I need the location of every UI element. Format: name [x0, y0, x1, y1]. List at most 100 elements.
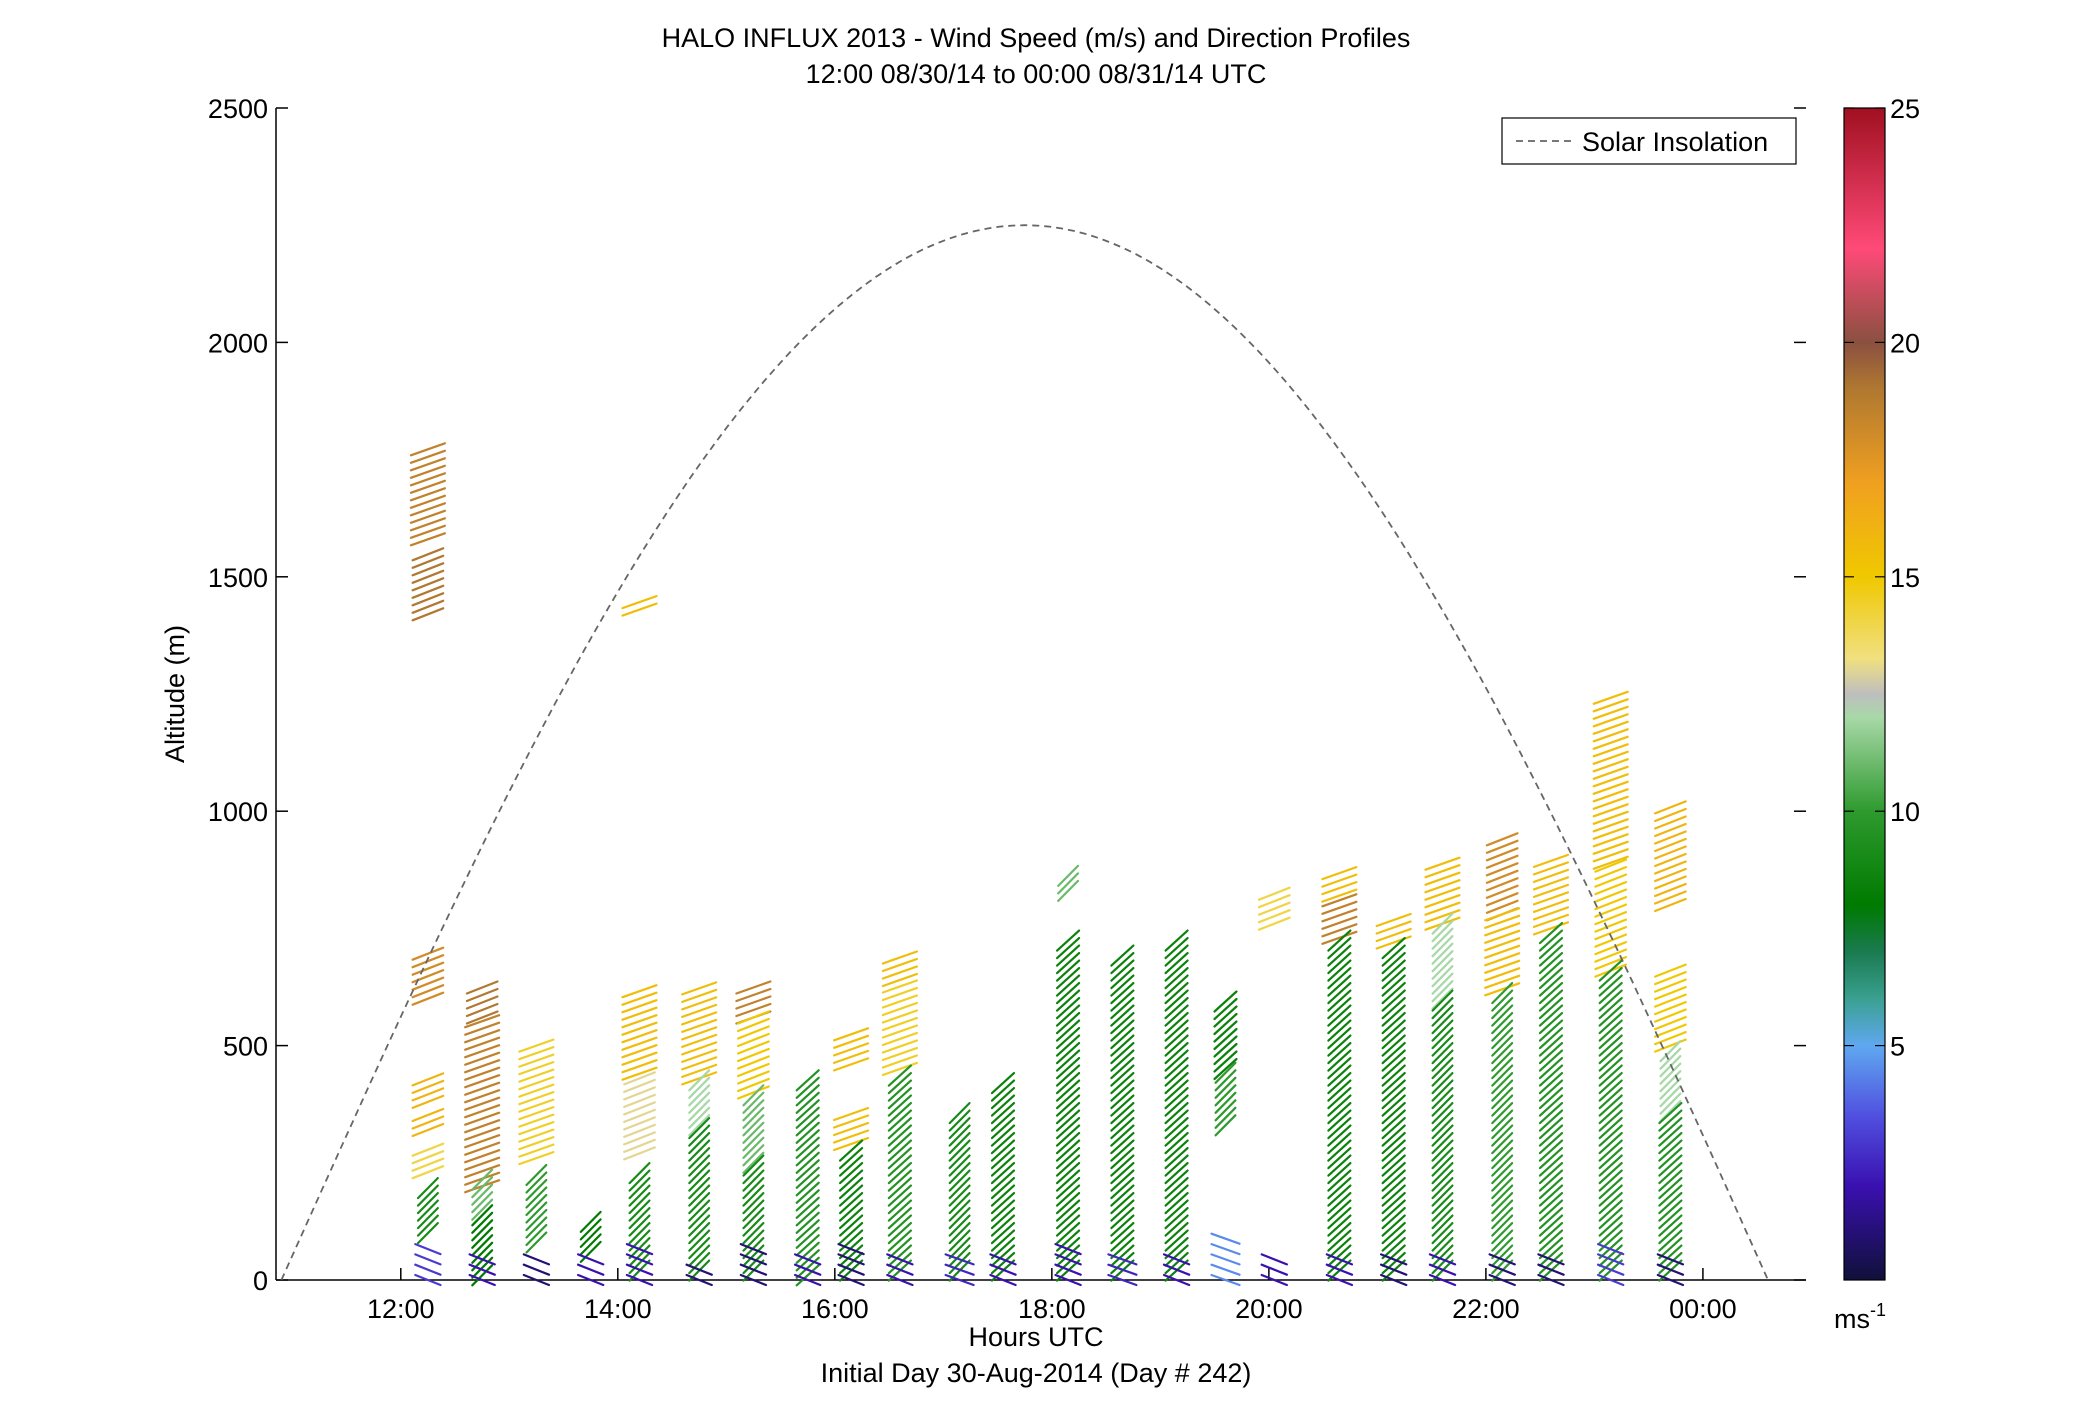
wind-barb	[411, 976, 445, 991]
wind-barb	[1592, 698, 1629, 713]
wind-barb	[1257, 909, 1291, 924]
wind-barb	[1592, 780, 1629, 795]
wind-barb	[1538, 1056, 1564, 1080]
wind-barb	[1431, 1041, 1454, 1065]
wind-barb	[1598, 1146, 1623, 1170]
wind-barb	[1598, 1056, 1623, 1080]
wind-barb	[742, 1206, 765, 1230]
wind-barb	[887, 1169, 913, 1192]
wind-barb	[1659, 1062, 1682, 1085]
wind-barb	[1055, 1191, 1081, 1215]
wind-barb	[742, 1129, 765, 1152]
x-axis-ticks: 12:00 14:00 16:00 18:00 20:00 22:00 00:00	[367, 1268, 1737, 1324]
wind-barb	[1110, 944, 1135, 967]
wind-barb	[576, 1273, 605, 1287]
wind-barb	[411, 1142, 445, 1157]
wind-barb	[838, 1184, 864, 1207]
wind-barb	[1491, 1214, 1514, 1237]
wind-barb	[795, 1144, 820, 1167]
legend-label: Solar Insolation	[1582, 127, 1768, 157]
wind-barb	[1327, 951, 1352, 975]
wind-barb	[948, 1146, 971, 1170]
wind-barb	[1653, 882, 1687, 898]
wind-barb	[1327, 1244, 1352, 1267]
wind-barb	[795, 1226, 820, 1249]
wind-barb	[1055, 981, 1081, 1005]
wind-barb	[1598, 1176, 1623, 1200]
wind-barb	[887, 1079, 913, 1102]
wind-barb	[688, 1169, 711, 1192]
wind-barb	[1110, 996, 1135, 1020]
legend: Solar Insolation	[1501, 117, 1797, 165]
wind-barb	[881, 1054, 919, 1069]
wind-barb	[1653, 963, 1687, 978]
wind-barb	[1321, 873, 1358, 888]
wind-barb	[1485, 839, 1519, 854]
wind-barb	[1110, 1146, 1135, 1170]
wind-barb	[1055, 1049, 1081, 1072]
wind-barb	[1658, 1236, 1683, 1260]
wind-barb	[1110, 1124, 1135, 1147]
wind-barb	[409, 449, 446, 464]
wind-barb	[1598, 1041, 1623, 1065]
wind-barb	[681, 981, 718, 996]
wind-barb	[990, 1109, 1016, 1132]
wind-barb	[1379, 1253, 1408, 1266]
wind-barb	[1538, 921, 1564, 945]
x-tick-label: 16:00	[801, 1294, 869, 1324]
wind-barb	[948, 1109, 971, 1132]
wind-barb	[1658, 1206, 1683, 1230]
wind-barb	[736, 1047, 770, 1063]
wind-barb	[1659, 1085, 1682, 1108]
wind-barb	[464, 1029, 501, 1044]
wind-barb	[1431, 920, 1454, 943]
wind-barb	[1424, 871, 1461, 886]
wind-barb	[948, 1244, 971, 1267]
wind-barb	[681, 1056, 718, 1071]
wind-barb	[1488, 1253, 1516, 1266]
wind-barb	[990, 1229, 1016, 1252]
wind-barb	[1491, 1011, 1514, 1035]
colorbar-ticks: 5 10 15 20 25	[1844, 94, 1920, 1062]
wind-barb	[1164, 1154, 1189, 1177]
wind-barb	[1327, 1161, 1352, 1185]
wind-barb	[1431, 1049, 1454, 1072]
wind-barb	[1381, 989, 1406, 1012]
wind-barb	[838, 1244, 864, 1267]
wind-barb	[1164, 1139, 1189, 1162]
wind-barb	[1653, 837, 1687, 853]
wind-barb	[1055, 1026, 1081, 1050]
wind-barb	[832, 1129, 870, 1144]
wind-barb	[1055, 1019, 1081, 1042]
wind-barb	[739, 1242, 768, 1256]
wind-barb	[793, 1263, 822, 1276]
wind-barb	[464, 1081, 501, 1096]
wind-barb	[1110, 1244, 1135, 1267]
wind-barb	[1491, 1064, 1514, 1087]
wind-barb	[1110, 1094, 1135, 1117]
wind-barb	[1381, 1154, 1406, 1177]
wind-barb	[1164, 1169, 1189, 1192]
wind-barb	[1164, 996, 1189, 1020]
wind-barb	[1431, 1229, 1454, 1252]
wind-barb	[1381, 1109, 1406, 1132]
wind-barb	[887, 1086, 913, 1110]
wind-barb	[1164, 1064, 1189, 1087]
wind-barb	[525, 1201, 548, 1224]
wind-barb	[579, 1210, 602, 1234]
wind-barb	[623, 1146, 656, 1161]
wind-barb	[887, 1139, 913, 1162]
wind-barb	[1491, 1131, 1514, 1155]
wind-barb	[1653, 1000, 1687, 1016]
wind-barb	[688, 1116, 711, 1140]
wind-barb	[990, 1146, 1016, 1170]
wind-barb	[1653, 852, 1687, 868]
wind-barb	[576, 1253, 605, 1266]
wind-barb	[1164, 944, 1189, 967]
wind-barb	[621, 1059, 658, 1074]
wind-barb	[1538, 1176, 1564, 1200]
wind-barb	[1164, 1056, 1189, 1080]
wind-barb	[464, 1036, 501, 1051]
wind-barb	[1491, 1206, 1514, 1230]
wind-barb	[1598, 1086, 1623, 1110]
